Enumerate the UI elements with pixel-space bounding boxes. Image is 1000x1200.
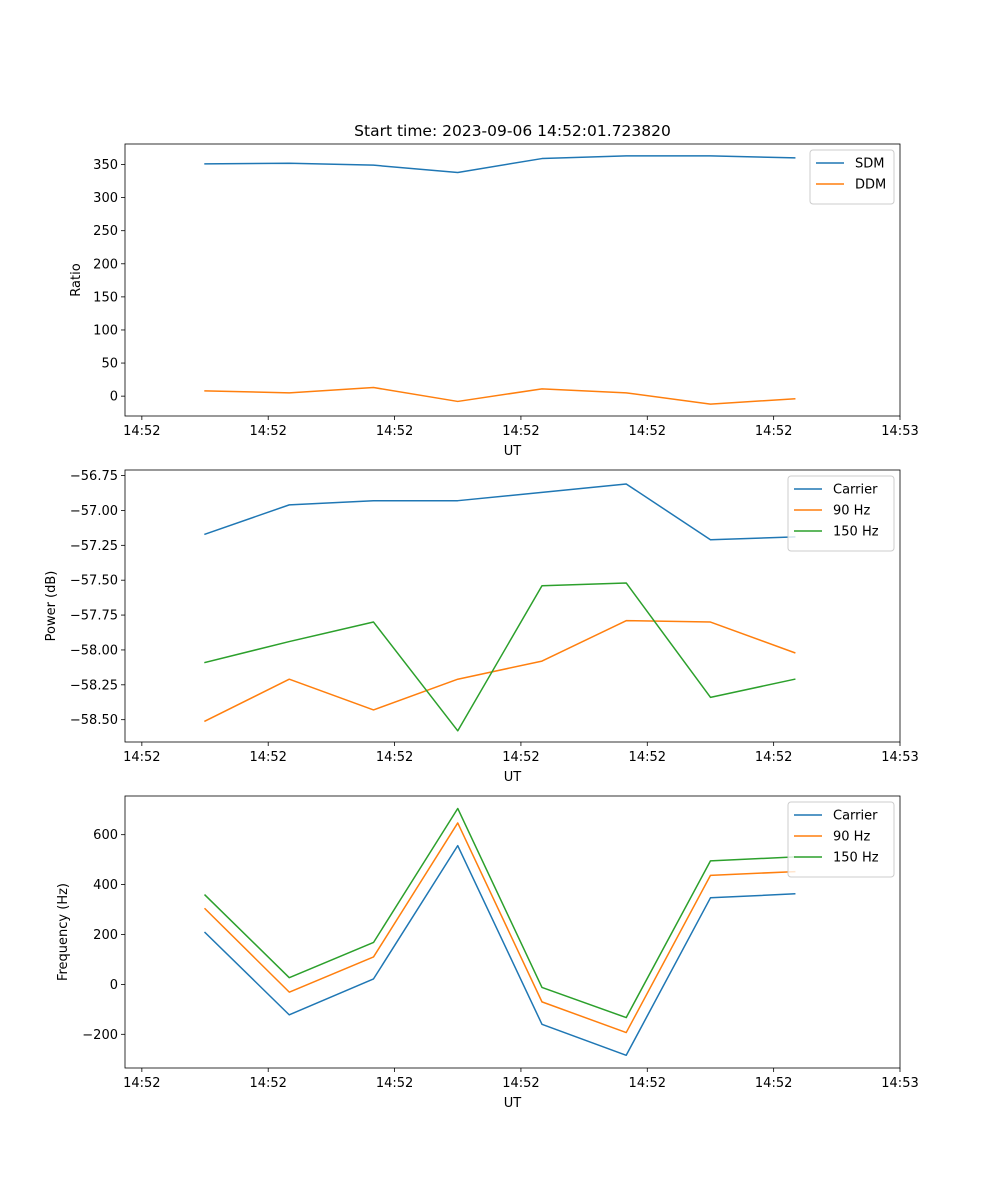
y-tick-label: 250 xyxy=(93,224,118,239)
y-axis-label: Power (dB) xyxy=(44,571,59,642)
x-axis-label: UT xyxy=(504,1096,522,1111)
x-tick-label: 14:53 xyxy=(881,1076,918,1091)
y-tick-label: 50 xyxy=(101,357,118,372)
x-tick-label: 14:52 xyxy=(502,1076,539,1091)
x-tick-label: 14:52 xyxy=(123,750,160,765)
y-tick-label: 350 xyxy=(93,158,118,173)
x-tick-label: 14:52 xyxy=(249,1076,286,1091)
series-line-150-hz xyxy=(204,582,796,732)
x-tick-label: 14:52 xyxy=(629,1076,666,1091)
x-tick-label: 14:52 xyxy=(249,750,286,765)
y-tick-label: 400 xyxy=(93,878,118,893)
y-tick-label: −200 xyxy=(82,1028,118,1043)
legend: Carrier 90 Hz 150 Hz xyxy=(787,801,895,878)
ratio-panel: 14:52 14:52 14:52 14:52 14:52 14:52 14:53 0 50 10… xyxy=(69,122,919,459)
legend-label-90-hz: 90 Hz xyxy=(833,830,870,845)
x-tick-label: 14:52 xyxy=(376,750,413,765)
x-tick-label: 14:52 xyxy=(629,750,666,765)
legend-box xyxy=(787,801,895,878)
series-line-sdm xyxy=(204,155,796,174)
y-tick-label: 300 xyxy=(93,191,118,206)
x-axis-label: UT xyxy=(504,444,522,459)
y-tick-label: −58.25 xyxy=(70,678,118,693)
legend-box xyxy=(787,475,895,552)
series-line-90-hz xyxy=(204,619,796,723)
y-tick-label: 200 xyxy=(93,928,118,943)
frequency-panel: 14:52 14:52 14:52 14:52 14:52 14:52 14:53 −200 0… xyxy=(56,795,919,1111)
legend: Carrier 90 Hz 150 Hz xyxy=(787,475,895,552)
y-axis-label: Ratio xyxy=(69,263,84,296)
y-tick-label: 100 xyxy=(93,323,118,338)
y-tick-label: −57.75 xyxy=(70,609,118,624)
y-tick-label: −58.00 xyxy=(70,643,118,658)
x-tick-label: 14:52 xyxy=(755,1076,792,1091)
legend-label-150-hz: 150 Hz xyxy=(833,851,879,866)
legend: SDM DDM xyxy=(809,149,895,205)
series-line-carrier xyxy=(204,483,796,541)
axes-frame xyxy=(124,795,901,1069)
power-panel: 14:52 14:52 14:52 14:52 14:52 14:52 14:53 −58.5… xyxy=(44,469,919,785)
axes-frame xyxy=(124,143,901,417)
x-tick-label: 14:53 xyxy=(881,750,918,765)
y-tick-label: 0 xyxy=(110,390,118,405)
x-axis-label: UT xyxy=(504,770,522,785)
y-tick-label: 0 xyxy=(110,978,118,993)
series-line-ddm xyxy=(204,386,796,405)
y-tick-label: −56.75 xyxy=(70,469,118,484)
y-tick-label: −57.00 xyxy=(70,504,118,519)
x-tick-label: 14:52 xyxy=(502,424,539,439)
series-line-150-hz xyxy=(203,807,796,1019)
legend-label-ddm: DDM xyxy=(855,178,886,193)
x-tick-label: 14:52 xyxy=(376,1076,413,1091)
x-tick-label: 14:52 xyxy=(755,750,792,765)
x-tick-label: 14:52 xyxy=(249,424,286,439)
x-tick-label: 14:52 xyxy=(502,750,539,765)
y-tick-label: 150 xyxy=(93,290,118,305)
legend-label-sdm: SDM xyxy=(855,157,884,172)
legend-label-carrier: Carrier xyxy=(833,809,878,824)
x-tick-label: 14:52 xyxy=(755,424,792,439)
y-tick-label: −57.50 xyxy=(70,574,118,589)
y-tick-label: 600 xyxy=(93,828,118,843)
chart-title: Start time: 2023-09-06 14:52:01.723820 xyxy=(354,122,671,140)
y-tick-label: −58.50 xyxy=(70,713,118,728)
x-tick-label: 14:52 xyxy=(123,1076,160,1091)
x-tick-label: 14:52 xyxy=(629,424,666,439)
y-tick-label: −57.25 xyxy=(70,539,118,554)
x-tick-label: 14:52 xyxy=(123,424,160,439)
axes-frame xyxy=(124,469,901,743)
legend-label-150-hz: 150 Hz xyxy=(833,525,879,540)
x-tick-label: 14:53 xyxy=(881,424,918,439)
y-axis-label: Frequency (Hz) xyxy=(56,883,71,981)
legend-label-90-hz: 90 Hz xyxy=(833,504,870,519)
legend-label-carrier: Carrier xyxy=(833,483,878,498)
series-line-90-hz xyxy=(203,822,796,1034)
series-line-carrier xyxy=(203,844,796,1057)
y-tick-label: 200 xyxy=(93,257,118,272)
x-tick-label: 14:52 xyxy=(376,424,413,439)
